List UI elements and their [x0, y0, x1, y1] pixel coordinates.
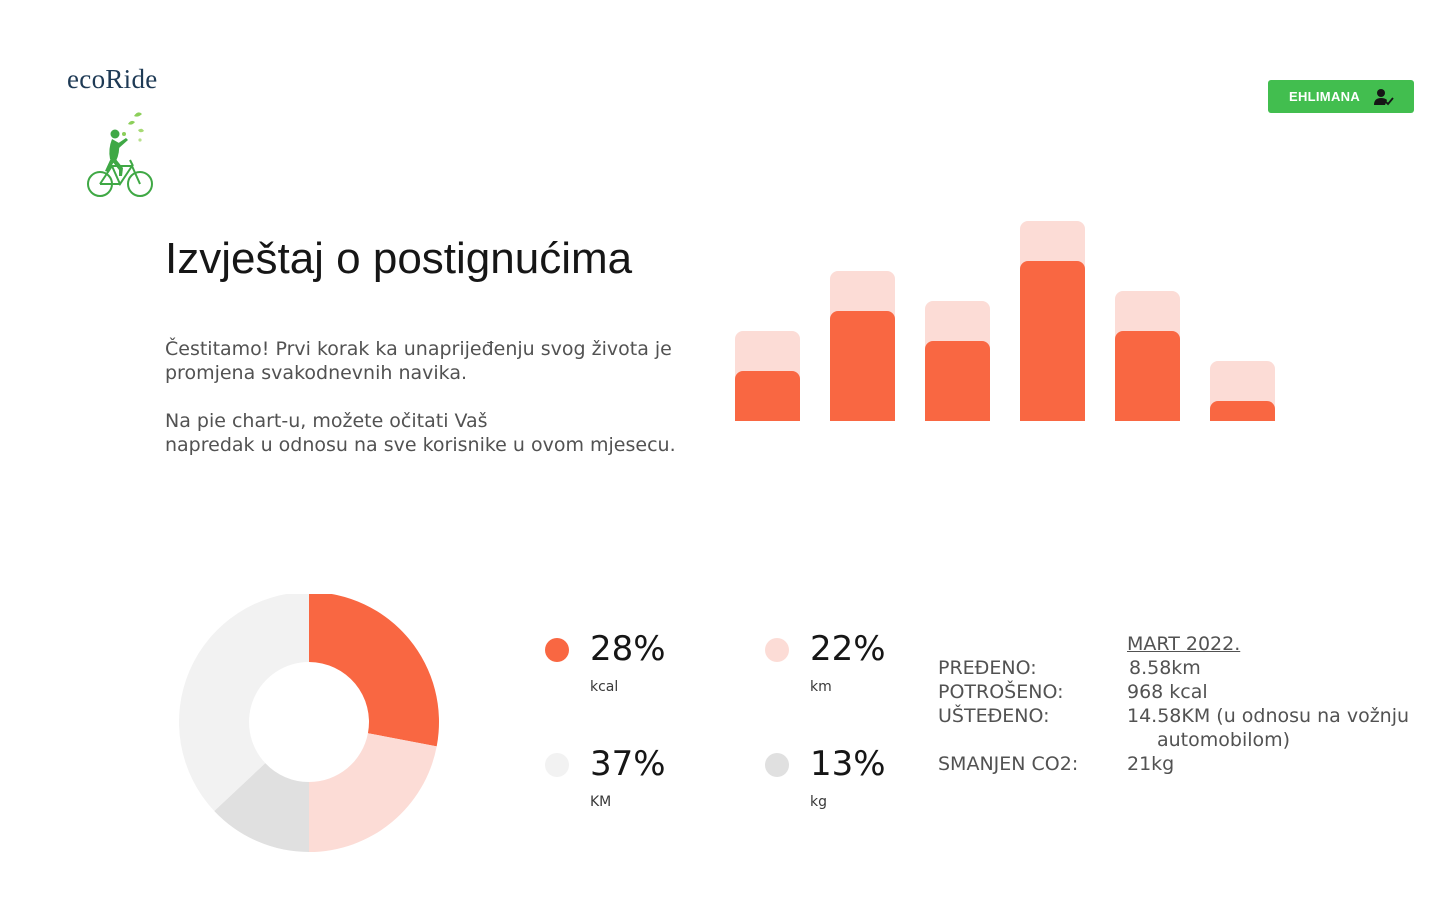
stat-value: 21kg: [1127, 752, 1174, 776]
donut-slice-kcal: [309, 594, 439, 746]
legend-percentage: 13%: [810, 739, 886, 789]
stat-value: 8.58km: [1129, 656, 1201, 680]
intro-paragraph-1-line: Čestitamo! Prvi korak ka unaprijeđenju s…: [165, 337, 672, 361]
legend-percentage: 37%: [590, 739, 666, 789]
intro-paragraph-2-line: Na pie chart-u, možete očitati Vaš: [165, 409, 676, 433]
legend-swatch: [765, 753, 789, 777]
bar-value-base: [1115, 411, 1180, 421]
stat-label: POTROŠENO:: [938, 680, 1063, 704]
bar-value-base: [1020, 411, 1085, 421]
legend-swatch: [765, 638, 789, 662]
bar-value-base: [1210, 411, 1275, 421]
brand-logo-text: ecoRide: [67, 64, 158, 95]
user-name-label: EHLIMANA: [1289, 89, 1360, 104]
stat-label: PREĐENO:: [938, 656, 1037, 680]
intro-paragraph-1-line: promjena svakodnevnih navika.: [165, 361, 672, 385]
bar-value: [830, 311, 895, 421]
bar-value: [925, 341, 990, 421]
legend-item-KM: 37% KM: [545, 739, 745, 829]
stat-label: SMANJEN CO2:: [938, 752, 1078, 776]
legend-unit: km: [810, 679, 832, 695]
intro-paragraph-2: Na pie chart-u, možete očitati Vaš napre…: [165, 409, 676, 457]
legend-percentage: 22%: [810, 624, 886, 674]
monthly-bar-chart: [720, 210, 1300, 430]
bar-value: [1020, 261, 1085, 421]
progress-donut-chart: [177, 594, 441, 852]
legend-item-km: 22% km: [765, 624, 965, 714]
stat-value-block: 14.58KM (u odnosu na vožnju automobilom): [1127, 704, 1409, 752]
donut-slice-KM: [179, 594, 309, 811]
period-link[interactable]: MART 2022.: [1127, 632, 1240, 656]
legend-item-kcal: 28% kcal: [545, 624, 745, 714]
intro-paragraph-1: Čestitamo! Prvi korak ka unaprijeđenju s…: [165, 337, 672, 385]
legend-percentage: 28%: [590, 624, 666, 674]
bar-value-base: [925, 411, 990, 421]
legend-swatch: [545, 753, 569, 777]
legend-unit: KM: [590, 794, 611, 810]
user-account-button[interactable]: EHLIMANA: [1268, 80, 1414, 113]
intro-paragraph-2-line: napredak u odnosu na sve korisnike u ovo…: [165, 433, 676, 457]
donut-slice-km: [309, 733, 437, 852]
bar-value-base: [830, 411, 895, 421]
legend-item-kg: 13% kg: [765, 739, 965, 829]
page-title: Izvještaj o postignućima: [165, 234, 632, 284]
stat-label: UŠTEĐENO:: [938, 704, 1050, 728]
legend-unit: kg: [810, 794, 827, 810]
bar-value: [1115, 331, 1180, 421]
legend-swatch: [545, 638, 569, 662]
bar-value-base: [735, 411, 800, 421]
stat-value: 968 kcal: [1127, 680, 1208, 704]
cyclist-logo-icon: [84, 108, 156, 202]
legend-unit: kcal: [590, 679, 618, 695]
stat-value: 14.58KM (u odnosu na vožnju: [1127, 705, 1409, 727]
stat-value-continued: automobilom): [1127, 728, 1409, 752]
user-check-icon: [1374, 88, 1394, 106]
